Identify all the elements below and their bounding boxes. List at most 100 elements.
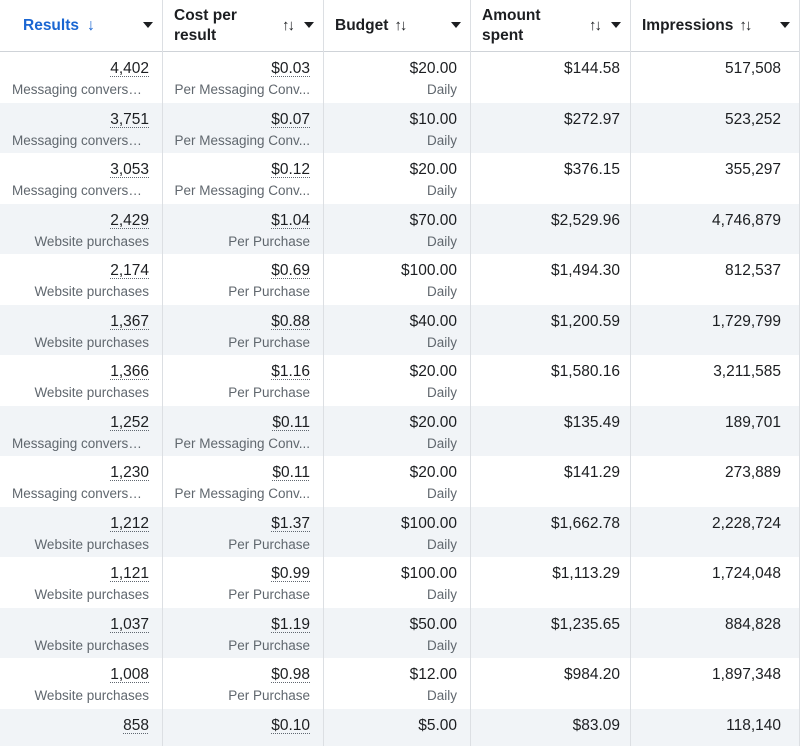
budget-cell[interactable]: $20.00 Daily [324,355,471,406]
cost-per-result-cell: $1.37 Per Purchase [163,506,324,557]
results-value[interactable]: 1,212 [110,514,149,532]
sort-icon[interactable]: ↑↓ [282,17,295,34]
cost-per-result-value[interactable]: $0.07 [271,110,310,128]
sort-descending-icon[interactable]: ↓ [87,17,95,34]
budget-value: $10.00 [409,110,457,128]
budget-value: $5.00 [418,716,457,734]
impressions-value: 4,746,879 [712,211,781,229]
budget-cell[interactable]: $100.00 Daily [324,254,471,305]
table-row[interactable]: 3,053 Messaging conversat... $0.12 Per Mess… [0,153,800,204]
budget-value: $20.00 [409,363,457,380]
cost-per-result-value[interactable]: $0.88 [271,312,310,330]
results-value[interactable]: 858 [123,716,149,734]
budget-cell[interactable]: $12.00 Daily [324,658,471,709]
amount-spent-value: $1,494.30 [551,262,620,279]
budget-type: Daily [426,284,457,299]
cost-per-result-value[interactable]: $1.19 [271,615,310,633]
budget-cell[interactable]: $50.00 Daily [324,607,471,658]
budget-type: Daily [426,688,457,703]
column-header-budget[interactable]: Budget ↑↓ [324,0,471,52]
table-row[interactable]: 1,008 Website purchases $0.98 Per Purchase $… [0,658,800,709]
results-value[interactable]: 1,367 [110,312,149,330]
chevron-down-icon[interactable] [451,22,461,28]
cost-per-result-value[interactable]: $1.16 [271,363,310,380]
results-value[interactable]: 1,037 [110,615,149,633]
budget-cell[interactable]: $100.00 Daily [324,557,471,608]
budget-cell[interactable]: $20.00 Daily [324,405,471,456]
sort-icon[interactable]: ↑↓ [589,17,602,34]
table-row[interactable]: 858 $0.10 $5.00 $83.09 118,140 [0,708,800,746]
results-value[interactable]: 1,230 [110,464,149,481]
column-header-amount-spent[interactable]: Amount spent ↑↓ [471,0,631,52]
budget-cell[interactable]: $20.00 Daily [324,52,471,103]
amount-spent-value: $83.09 [572,716,620,734]
results-value[interactable]: 3,751 [110,110,149,128]
budget-value: $20.00 [409,161,457,178]
cost-per-result-value[interactable]: $1.37 [271,514,310,532]
cost-per-result-cell: $0.12 Per Messaging Conv... [163,153,324,204]
table-row[interactable]: 1,367 Website purchases $0.88 Per Purchase $… [0,304,800,355]
results-value[interactable]: 2,429 [110,211,149,229]
budget-cell[interactable]: $100.00 Daily [324,506,471,557]
chevron-down-icon[interactable] [611,22,621,28]
budget-value: $40.00 [409,312,457,330]
table-row[interactable]: 1,121 Website purchases $0.99 Per Purchase $… [0,557,800,608]
budget-cell[interactable]: $20.00 Daily [324,153,471,204]
column-header-impressions[interactable]: Impressions ↑↓ [631,0,800,52]
chevron-down-icon[interactable] [780,22,790,28]
budget-cell[interactable]: $40.00 Daily [324,304,471,355]
cost-type: Per Messaging Conv... [174,82,310,97]
table-row[interactable]: 1,230 Messaging conversat... $0.11 Per Mess… [0,456,800,507]
table-row[interactable]: 1,252 Messaging conversat... $0.11 Per Mess… [0,405,800,456]
amount-spent-value: $135.49 [563,413,620,431]
budget-cell[interactable]: $20.00 Daily [324,456,471,507]
cost-per-result-value[interactable]: $0.10 [271,716,310,734]
cost-per-result-value[interactable]: $0.11 [272,413,310,431]
table-row[interactable]: 1,037 Website purchases $1.19 Per Purchase $… [0,607,800,658]
results-value[interactable]: 3,053 [110,161,149,178]
cost-type: Per Purchase [228,334,310,350]
table-row[interactable]: 1,212 Website purchases $1.37 Per Purchase $… [0,506,800,557]
results-value[interactable]: 1,008 [110,666,149,683]
amount-spent-value: $1,580.16 [551,363,620,380]
budget-cell[interactable]: $10.00 Daily [324,102,471,153]
column-header-cost-per-result[interactable]: Cost per result ↑↓ [163,0,324,52]
cost-per-result-value[interactable]: $1.04 [271,211,310,229]
chevron-down-icon[interactable] [143,22,153,28]
column-header-results[interactable]: Results ↓ [0,0,163,52]
column-header-budget-label: Budget [335,17,389,34]
impressions-value: 273,889 [724,464,781,481]
result-type: Website purchases [34,688,149,703]
budget-type: Daily [426,536,457,552]
cost-per-result-value[interactable]: $0.11 [272,464,310,481]
cost-per-result-value[interactable]: $0.98 [271,666,310,683]
impressions-cell: 1,897,348 [631,658,800,709]
budget-cell[interactable]: $5.00 [324,708,471,746]
results-value[interactable]: 1,252 [110,413,149,431]
cost-type: Per Purchase [228,536,310,552]
table-row[interactable]: 3,751 Messaging conversat... $0.07 Per Mess… [0,102,800,153]
impressions-value: 884,828 [724,615,781,633]
cost-per-result-value[interactable]: $0.99 [271,565,310,582]
budget-type: Daily [426,587,457,602]
results-value[interactable]: 1,366 [110,363,149,380]
budget-cell[interactable]: $70.00 Daily [324,203,471,254]
sort-icon[interactable]: ↑↓ [394,17,407,34]
cost-per-result-value[interactable]: $0.69 [271,262,310,279]
amount-spent-cell: $272.97 [471,102,631,153]
results-value[interactable]: 2,174 [110,262,149,279]
table-row[interactable]: 4,402 Messaging conversat... $0.03 Per Mess… [0,52,800,103]
result-type: Website purchases [34,233,149,249]
cost-type: Per Purchase [228,284,310,299]
budget-value: $70.00 [409,211,457,229]
results-value[interactable]: 1,121 [110,565,149,582]
table-row[interactable]: 1,366 Website purchases $1.16 Per Purchase $… [0,355,800,406]
impressions-cell: 517,508 [631,52,800,103]
table-row[interactable]: 2,174 Website purchases $0.69 Per Purchase $… [0,254,800,305]
results-value[interactable]: 4,402 [110,60,149,77]
sort-icon[interactable]: ↑↓ [739,17,752,34]
cost-per-result-value[interactable]: $0.03 [271,60,310,77]
chevron-down-icon[interactable] [304,22,314,28]
table-row[interactable]: 2,429 Website purchases $1.04 Per Purchase $… [0,203,800,254]
cost-per-result-value[interactable]: $0.12 [271,161,310,178]
